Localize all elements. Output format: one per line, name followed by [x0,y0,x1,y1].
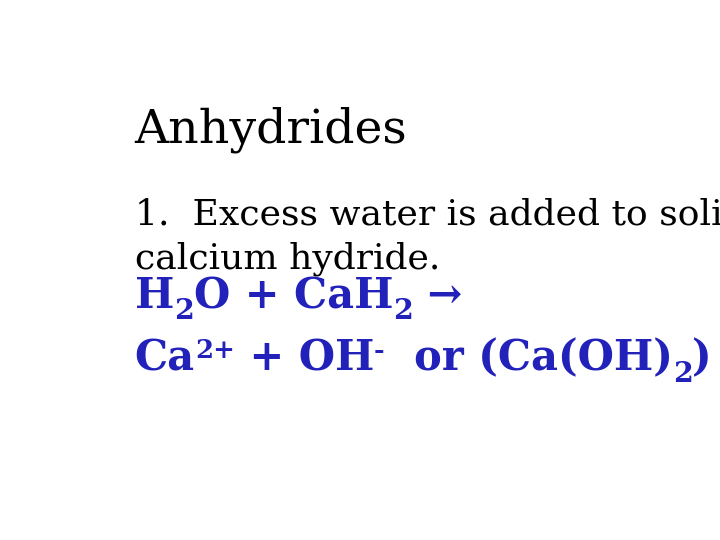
Text: O + CaH: O + CaH [194,275,393,317]
Text: + OH: + OH [235,338,374,380]
Text: calcium hydride.: calcium hydride. [135,241,440,276]
Text: Anhydrides: Anhydrides [135,106,408,153]
Text: 2+: 2+ [195,338,235,363]
Text: 1.  Excess water is added to solid: 1. Excess water is added to solid [135,198,720,232]
Text: H: H [135,275,174,317]
Text: or (Ca(OH): or (Ca(OH) [384,338,672,380]
Text: Ca: Ca [135,338,195,380]
Text: 2: 2 [672,361,693,388]
Text: ) + H: ) + H [693,338,720,380]
Text: -: - [374,338,384,363]
Text: 2: 2 [393,299,413,326]
Text: 2: 2 [174,299,194,326]
Text: →: → [413,275,462,317]
